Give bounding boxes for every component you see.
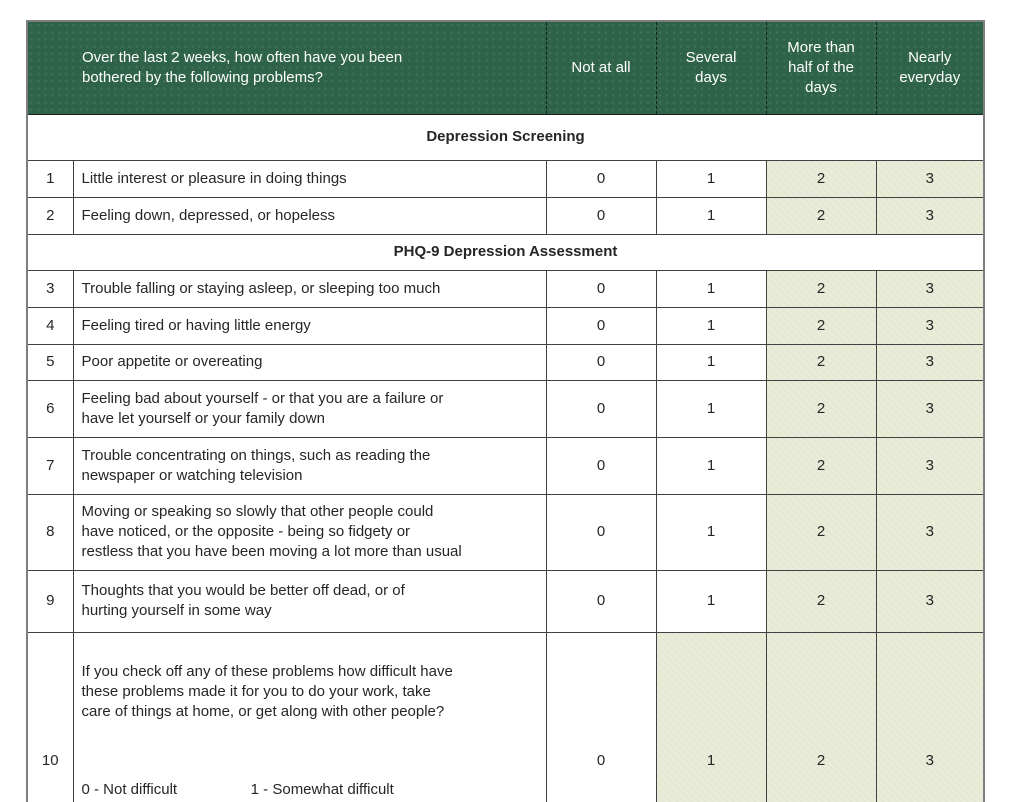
score-cell-1: 1 [655, 379, 767, 438]
score-cell-0: 0 [545, 159, 657, 198]
score-cell-2: 2 [765, 306, 877, 345]
question-number: 1 [26, 159, 74, 198]
question-row-8: 8 Moving or speaking so slowly that othe… [26, 493, 985, 571]
score-cell-0: 0 [545, 631, 657, 802]
score-cell-3: 3 [875, 379, 985, 438]
score-cell-0: 0 [545, 269, 657, 308]
score-cell-1: 1 [655, 159, 767, 198]
question-number: 5 [26, 343, 74, 381]
question-row-3: 3 Trouble falling or staying asleep, or … [26, 269, 985, 308]
question-text: Moving or speaking so slowly that other … [72, 493, 547, 571]
score-cell-0: 0 [545, 436, 657, 495]
score-cell-1: 1 [655, 306, 767, 345]
question-text: Feeling down, depressed, or hopeless [72, 196, 547, 235]
score-cell-2: 2 [765, 196, 877, 235]
question-number: 7 [26, 436, 74, 495]
question-number: 3 [26, 269, 74, 308]
question-cell: If you check off any of these problems h… [72, 631, 547, 802]
score-cell-2: 2 [765, 569, 877, 633]
score-cell-3: 3 [875, 196, 985, 235]
section-row: PHQ-9 Depression Assessment [26, 233, 985, 271]
score-cell-0: 0 [545, 306, 657, 345]
score-cell-0: 0 [545, 379, 657, 438]
score-cell-3: 3 [875, 159, 985, 198]
question-text: Poor appetite or overeating [72, 343, 547, 381]
score-cell-3: 3 [875, 343, 985, 381]
difficulty-legend: 0 - Not difficult 1 - Somewhat difficult… [82, 760, 536, 802]
header-question-cell: Over the last 2 weeks, how often have yo… [27, 20, 547, 115]
question-number: 8 [26, 493, 74, 571]
question-row-6: 6 Feeling bad about yourself - or that y… [26, 379, 985, 438]
question-text: Trouble concentrating on things, such as… [72, 436, 547, 495]
legend-row: 0 - Not difficult 1 - Somewhat difficult [82, 780, 536, 800]
question-number: 4 [26, 306, 74, 345]
score-cell-3: 3 [875, 493, 985, 571]
question-number: 2 [26, 196, 74, 235]
question-text: Thoughts that you would be better off de… [72, 569, 547, 633]
phq9-table: Over the last 2 weeks, how often have yo… [26, 20, 986, 802]
question-text: If you check off any of these problems h… [81, 663, 453, 720]
section-header-depression-screening: Depression Screening [26, 113, 985, 161]
table-header-row: Over the last 2 weeks, how often have yo… [27, 20, 985, 115]
score-cell-0: 0 [545, 343, 657, 381]
question-row-10: 10 If you check off any of these problem… [26, 631, 985, 802]
question-number: 10 [26, 631, 74, 802]
column-header-several-days: Several days [655, 20, 767, 115]
score-cell-2: 2 [765, 493, 877, 571]
question-row-9: 9 Thoughts that you would be better off … [26, 569, 985, 633]
score-cell-2: 2 [765, 379, 877, 438]
question-number: 9 [26, 569, 74, 633]
score-cell-2: 2 [765, 631, 877, 802]
score-cell-2: 2 [765, 343, 877, 381]
question-row-1: 1 Little interest or pleasure in doing t… [26, 159, 985, 198]
legend-item-not-difficult: 0 - Not difficult [81, 781, 178, 799]
score-cell-1: 1 [655, 436, 767, 495]
question-row-4: 4 Feeling tired or having little energy … [26, 306, 985, 345]
score-cell-2: 2 [765, 269, 877, 308]
section-header-phq9-assessment: PHQ-9 Depression Assessment [26, 233, 985, 271]
section-row: Depression Screening [26, 113, 985, 161]
question-row-2: 2 Feeling down, depressed, or hopeless 0… [26, 196, 985, 235]
score-cell-2: 2 [765, 436, 877, 495]
column-header-nearly-everyday: Nearly everyday [875, 20, 985, 115]
score-cell-3: 3 [875, 436, 985, 495]
column-header-more-than-half: More than half of the days [765, 20, 877, 115]
column-header-not-at-all: Not at all [545, 20, 657, 115]
score-cell-3: 3 [875, 569, 985, 633]
question-number: 6 [26, 379, 74, 438]
score-cell-3: 3 [875, 269, 985, 308]
score-cell-3: 3 [875, 306, 985, 345]
question-text: Trouble falling or staying asleep, or sl… [72, 269, 547, 308]
question-row-7: 7 Trouble concentrating on things, such … [26, 436, 985, 495]
score-cell-0: 0 [545, 493, 657, 571]
question-text: Feeling tired or having little energy [72, 306, 547, 345]
score-cell-1: 1 [655, 569, 767, 633]
legend-item-somewhat-difficult: 1 - Somewhat difficult [250, 781, 394, 799]
score-cell-1: 1 [655, 631, 767, 802]
score-cell-0: 0 [545, 196, 657, 235]
score-cell-1: 1 [655, 343, 767, 381]
score-cell-1: 1 [655, 196, 767, 235]
score-cell-1: 1 [655, 493, 767, 571]
question-row-5: 5 Poor appetite or overeating 0 1 2 3 [26, 343, 985, 381]
score-cell-0: 0 [545, 569, 657, 633]
question-text: Feeling bad about yourself - or that you… [72, 379, 547, 438]
question-text: Little interest or pleasure in doing thi… [72, 159, 547, 198]
score-cell-3: 3 [875, 631, 985, 802]
score-cell-1: 1 [655, 269, 767, 308]
score-cell-2: 2 [765, 159, 877, 198]
